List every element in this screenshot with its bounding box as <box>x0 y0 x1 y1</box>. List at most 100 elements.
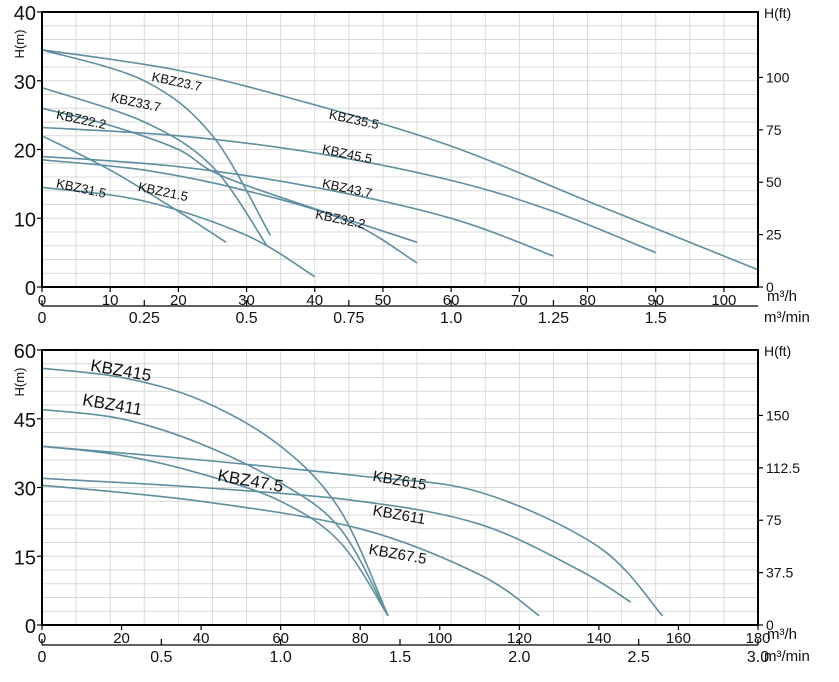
x2-tick-label: 0.25 <box>129 310 160 327</box>
y-axis-label: H(m) <box>12 30 27 59</box>
curve-kbz415 <box>41 367 389 617</box>
chart-1: KBZ35.5KBZ45.5KBZ43.7KBZ23.7KBZ33.7KBZ22… <box>12 3 810 327</box>
x-tick-label: 10 <box>102 292 119 309</box>
curve-kbz615 <box>41 445 664 617</box>
y2-axis: 0 37.5 75 112.5 150 H(ft) <box>758 343 800 633</box>
y2-tick-label: 75 <box>766 122 782 138</box>
y2-axis-label: H(ft) <box>764 343 791 359</box>
x-tick-label: 40 <box>306 292 323 309</box>
x-tick-label: 70 <box>511 292 528 309</box>
x2-tick-label: 0.5 <box>235 310 257 327</box>
x2-axis: 0 0.5 1.0 1.5 2.0 2.5 3.0m³/min <box>38 639 810 666</box>
y-tick-label: 10 <box>14 209 36 231</box>
x2-tick-label: 2.0 <box>508 649 530 666</box>
series-label: KBZ31.5 <box>55 176 108 201</box>
x2-axis: 0 0.25 0.5 0.75 1.0 1.25 1.5 m³/min <box>38 300 810 327</box>
x2-tick-label: 1.5 <box>645 310 667 327</box>
curve-kbz43-7 <box>41 155 554 257</box>
x-tick-label: 20 <box>170 292 187 309</box>
y-tick-label: 0 <box>25 278 36 300</box>
x-axis-label: m³/h <box>767 288 797 305</box>
y-axis: 0 15 30 45 60 H(m) <box>12 341 42 638</box>
grid <box>42 12 758 287</box>
curve-kbz45-5 <box>41 126 656 254</box>
x2-axis-label: m³/min <box>764 648 810 665</box>
x2-tick-label: 3.0 <box>747 649 769 666</box>
x-tick-label: 140 <box>586 630 611 647</box>
grid <box>42 350 758 625</box>
y2-tick-label: 37.5 <box>766 565 793 581</box>
curve-kbz31-5 <box>41 186 316 278</box>
y2-tick-label: 75 <box>766 512 782 528</box>
y2-axis: 0 25 50 75 100 H(ft) <box>758 5 791 295</box>
curve-kbz21-5 <box>41 135 227 243</box>
x-tick-label: 0 <box>38 630 46 647</box>
y-tick-label: 30 <box>14 72 36 94</box>
y-tick-label: 0 <box>25 616 36 638</box>
series-label: KBZ35.5 <box>328 107 381 132</box>
x2-tick-label: 0 <box>38 649 47 666</box>
x-tick-label: 120 <box>507 630 532 647</box>
y-tick-label: 45 <box>14 410 36 432</box>
y2-tick-label: 112.5 <box>766 460 800 476</box>
series-labels: KBZ35.5KBZ45.5KBZ43.7KBZ23.7KBZ33.7KBZ22… <box>55 69 380 232</box>
y2-axis-label: H(ft) <box>764 5 791 21</box>
y2-tick-label: 0 <box>766 617 774 633</box>
series-label: KBZ415 <box>89 356 153 385</box>
x-tick-label: 80 <box>352 630 369 647</box>
x-tick-label: 60 <box>272 630 289 647</box>
y-axis: 0 10 20 30 40 H(m) <box>12 3 42 300</box>
series-label: KBZ32.2 <box>314 207 367 232</box>
curves <box>41 49 759 278</box>
x-tick-label: 160 <box>666 630 691 647</box>
series-label: KBZ43.7 <box>321 176 374 201</box>
series-label: KBZ45.5 <box>321 141 374 166</box>
curve-kbz47-5 <box>41 445 389 617</box>
curve-kbz35-5 <box>41 49 759 271</box>
curve-kbz67-5 <box>41 484 540 617</box>
x-tick-label: 40 <box>193 630 210 647</box>
x-tick-label: 180 <box>745 630 770 647</box>
y2-tick-label: 25 <box>766 227 782 243</box>
x2-tick-label: 0 <box>38 310 47 327</box>
curve-kbz33-7 <box>41 86 268 247</box>
y2-tick-label: 50 <box>766 174 782 190</box>
curve-kbz32-2 <box>41 159 418 264</box>
x-tick-label: 80 <box>579 292 596 309</box>
y-tick-label: 60 <box>14 341 36 363</box>
curves <box>41 367 664 617</box>
x2-tick-label: 1.5 <box>389 649 411 666</box>
curve-kbz411 <box>41 408 389 617</box>
y2-tick-label: 0 <box>766 279 774 295</box>
x2-tick-label: 0.5 <box>150 649 172 666</box>
x-axis-label: m³/h <box>767 626 797 643</box>
series-label: KBZ411 <box>81 390 144 419</box>
x2-tick-label: 1.25 <box>538 310 569 327</box>
x-tick-label: 100 <box>427 630 452 647</box>
x-tick-label: 50 <box>375 292 392 309</box>
x2-axis-label: m³/min <box>764 309 810 326</box>
curve-kbz611 <box>41 477 632 603</box>
x-tick-label: 100 <box>711 292 736 309</box>
y-tick-label: 20 <box>14 141 36 163</box>
series-label: KBZ67.5 <box>367 541 427 568</box>
x2-tick-label: 0.75 <box>333 310 364 327</box>
x2-tick-label: 1.0 <box>440 310 462 327</box>
x2-tick-label: 2.5 <box>628 649 650 666</box>
series-label: KBZ23.7 <box>150 69 203 94</box>
series-label: KBZ611 <box>371 502 426 528</box>
x2-tick-label: 1.0 <box>270 649 292 666</box>
y-tick-label: 40 <box>14 3 36 25</box>
y2-tick-label: 100 <box>766 69 790 85</box>
y-tick-label: 15 <box>14 547 36 569</box>
y2-tick-label: 150 <box>766 407 790 423</box>
series-label: KBZ615 <box>371 468 427 494</box>
y-tick-label: 30 <box>14 479 36 501</box>
x-tick-label: 20 <box>113 630 130 647</box>
y-axis-label: H(m) <box>12 368 27 397</box>
